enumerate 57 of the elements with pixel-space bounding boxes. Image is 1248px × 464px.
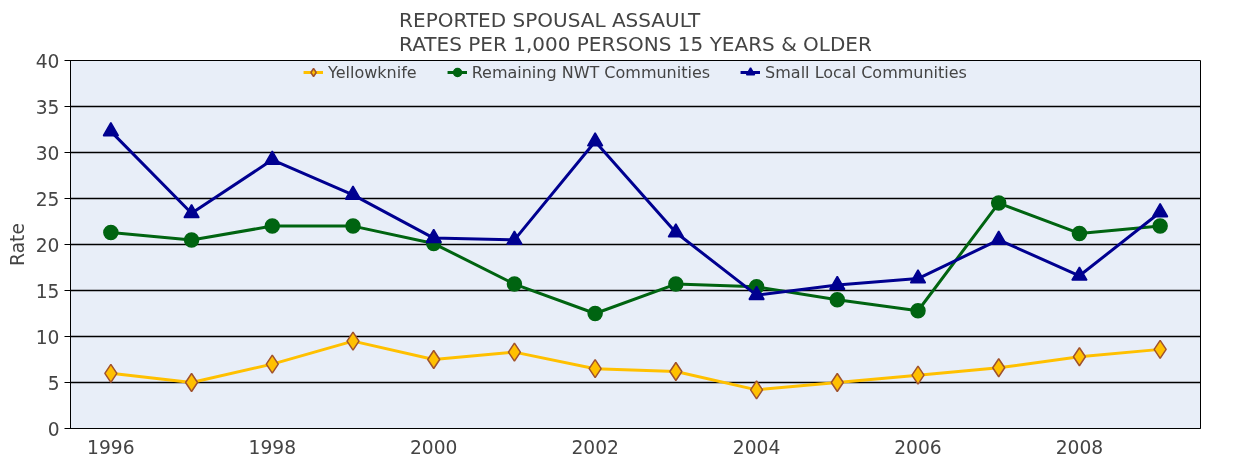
- point: [910, 303, 926, 319]
- legend-label: Remaining NWT Communities: [471, 62, 711, 82]
- x-tick-label: 2002: [571, 436, 619, 458]
- point: [1151, 202, 1169, 218]
- point: [183, 232, 200, 248]
- point: [748, 285, 765, 301]
- point: [102, 121, 120, 137]
- point: [829, 291, 846, 308]
- point: [668, 276, 684, 292]
- point: [264, 150, 281, 165]
- point: [265, 354, 280, 374]
- point: [506, 230, 523, 245]
- point: [425, 228, 442, 244]
- y-tick-label: 0: [47, 418, 60, 440]
- y-axis-title: Rate: [6, 223, 28, 266]
- y-tick-label: 20: [35, 234, 60, 256]
- y-tick-label: 35: [35, 96, 60, 118]
- legend-label: Yellowknife: [328, 62, 417, 82]
- point: [667, 223, 685, 238]
- point: [344, 185, 362, 200]
- point: [991, 358, 1006, 378]
- point: [426, 349, 441, 370]
- x-tick-label: 1996: [87, 436, 135, 458]
- point: [103, 224, 119, 241]
- y-tick-label: 5: [47, 372, 60, 394]
- point: [830, 372, 845, 393]
- point: [749, 380, 764, 400]
- point: [506, 276, 523, 292]
- point: [990, 230, 1007, 245]
- y-tick-label: 30: [35, 142, 60, 164]
- point: [345, 218, 361, 234]
- point: [264, 218, 281, 234]
- point: [911, 365, 925, 385]
- point: [1071, 266, 1088, 281]
- x-tick-label: 2006: [894, 436, 942, 458]
- y-tick-label: 10: [35, 326, 60, 348]
- point: [1071, 225, 1088, 242]
- point: [829, 275, 846, 291]
- x-tick-label: 2004: [732, 436, 781, 458]
- point: [1072, 346, 1087, 367]
- x-tick-label: 1998: [248, 436, 297, 458]
- y-tick-label: 15: [35, 280, 60, 302]
- x-tick-label: 2008: [1055, 436, 1104, 458]
- point: [184, 372, 199, 393]
- y-tick-label: 25: [35, 188, 60, 210]
- y-tick-label: 40: [35, 50, 60, 72]
- point: [183, 203, 200, 219]
- x-tick-label: 2000: [409, 436, 458, 458]
- point: [586, 132, 604, 147]
- point: [507, 342, 522, 362]
- point: [587, 305, 603, 322]
- point: [1152, 218, 1168, 234]
- legend-label: Small Local Communities: [765, 62, 967, 82]
- point: [990, 195, 1007, 211]
- point: [346, 331, 360, 351]
- point: [909, 269, 927, 284]
- chart-title: REPORTED SPOUSAL ASSAULT RATES PER 1,000 PERSONS 15 YEARS & OLDER: [399, 7, 872, 56]
